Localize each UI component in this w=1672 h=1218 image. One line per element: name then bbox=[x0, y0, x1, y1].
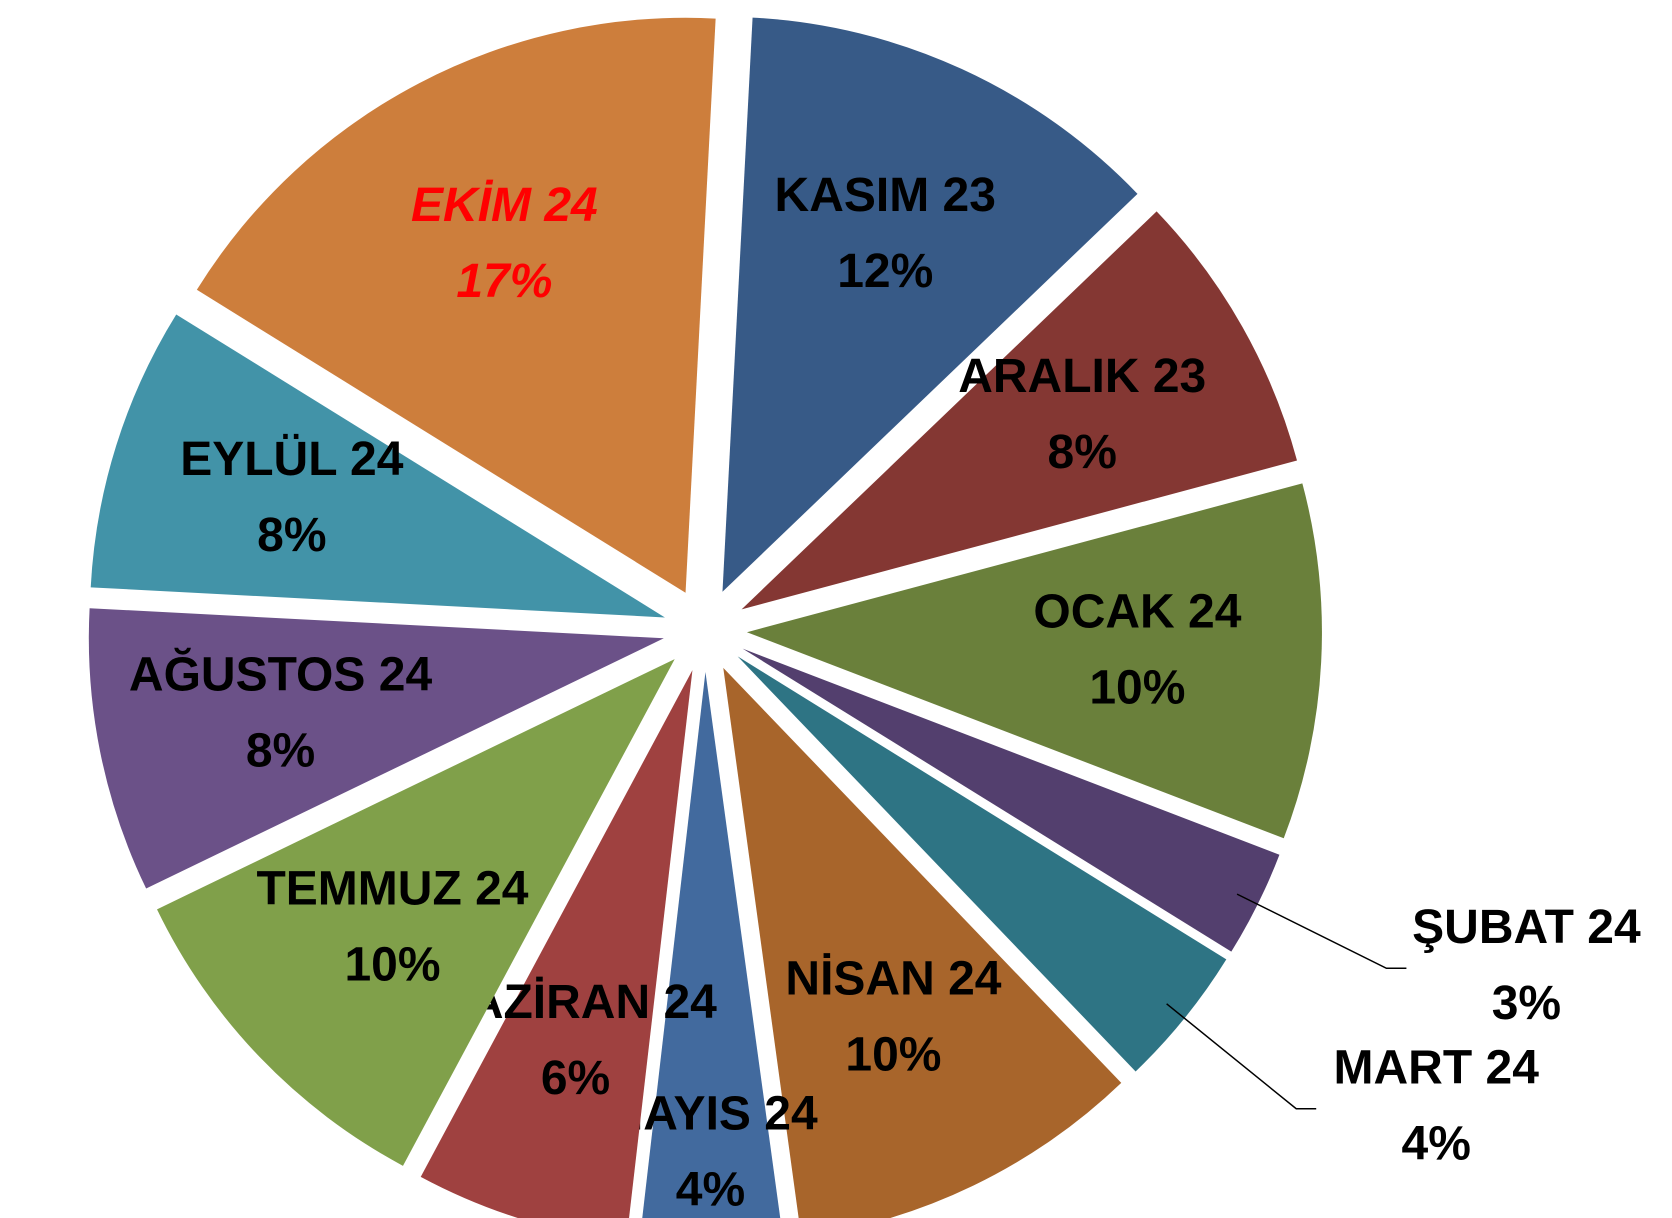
value-label: 3% bbox=[1492, 977, 1561, 1030]
pie-slice bbox=[746, 483, 1322, 839]
slice-label: EKİM 24 bbox=[411, 179, 598, 232]
pie-slice bbox=[157, 659, 675, 1166]
pie-slice bbox=[737, 656, 1227, 1072]
pie-slice bbox=[742, 648, 1280, 952]
value-label: 8% bbox=[257, 509, 326, 562]
slice-label: ŞUBAT 24 bbox=[1412, 901, 1641, 954]
pie-slice bbox=[741, 211, 1297, 610]
pie-slice bbox=[722, 17, 1138, 592]
value-label: 10% bbox=[1089, 661, 1185, 714]
pie-slice bbox=[723, 667, 1122, 1218]
value-label: 6% bbox=[541, 1052, 610, 1105]
pie-slice bbox=[642, 671, 781, 1218]
leader-line bbox=[1236, 893, 1407, 970]
pie-slice bbox=[90, 314, 665, 618]
slice-label: ARALIK 23 bbox=[958, 350, 1206, 403]
value-label: 10% bbox=[344, 938, 440, 991]
value-label: 4% bbox=[1402, 1117, 1471, 1170]
slice-label: NİSAN 24 bbox=[785, 953, 1001, 1006]
slice-label: KASIM 23 bbox=[775, 169, 996, 222]
pie-slice bbox=[88, 608, 664, 889]
value-label: 8% bbox=[1048, 426, 1117, 479]
slice-label: TEMMUZ 24 bbox=[256, 862, 528, 915]
slice-label: AĞUSTOS 24 bbox=[129, 647, 433, 701]
value-label: 12% bbox=[837, 245, 933, 298]
value-label: 8% bbox=[246, 724, 315, 777]
value-label: 4% bbox=[676, 1164, 745, 1217]
pie-slice bbox=[196, 17, 716, 593]
value-label: 17% bbox=[456, 255, 552, 308]
leader-line bbox=[1166, 1003, 1317, 1110]
slice-label: EYLÜL 24 bbox=[180, 433, 404, 486]
pie-slice bbox=[420, 670, 693, 1218]
value-label: 10% bbox=[845, 1029, 941, 1082]
slice-label: MART 24 bbox=[1334, 1041, 1540, 1094]
slice-label: OCAK 24 bbox=[1033, 585, 1241, 638]
